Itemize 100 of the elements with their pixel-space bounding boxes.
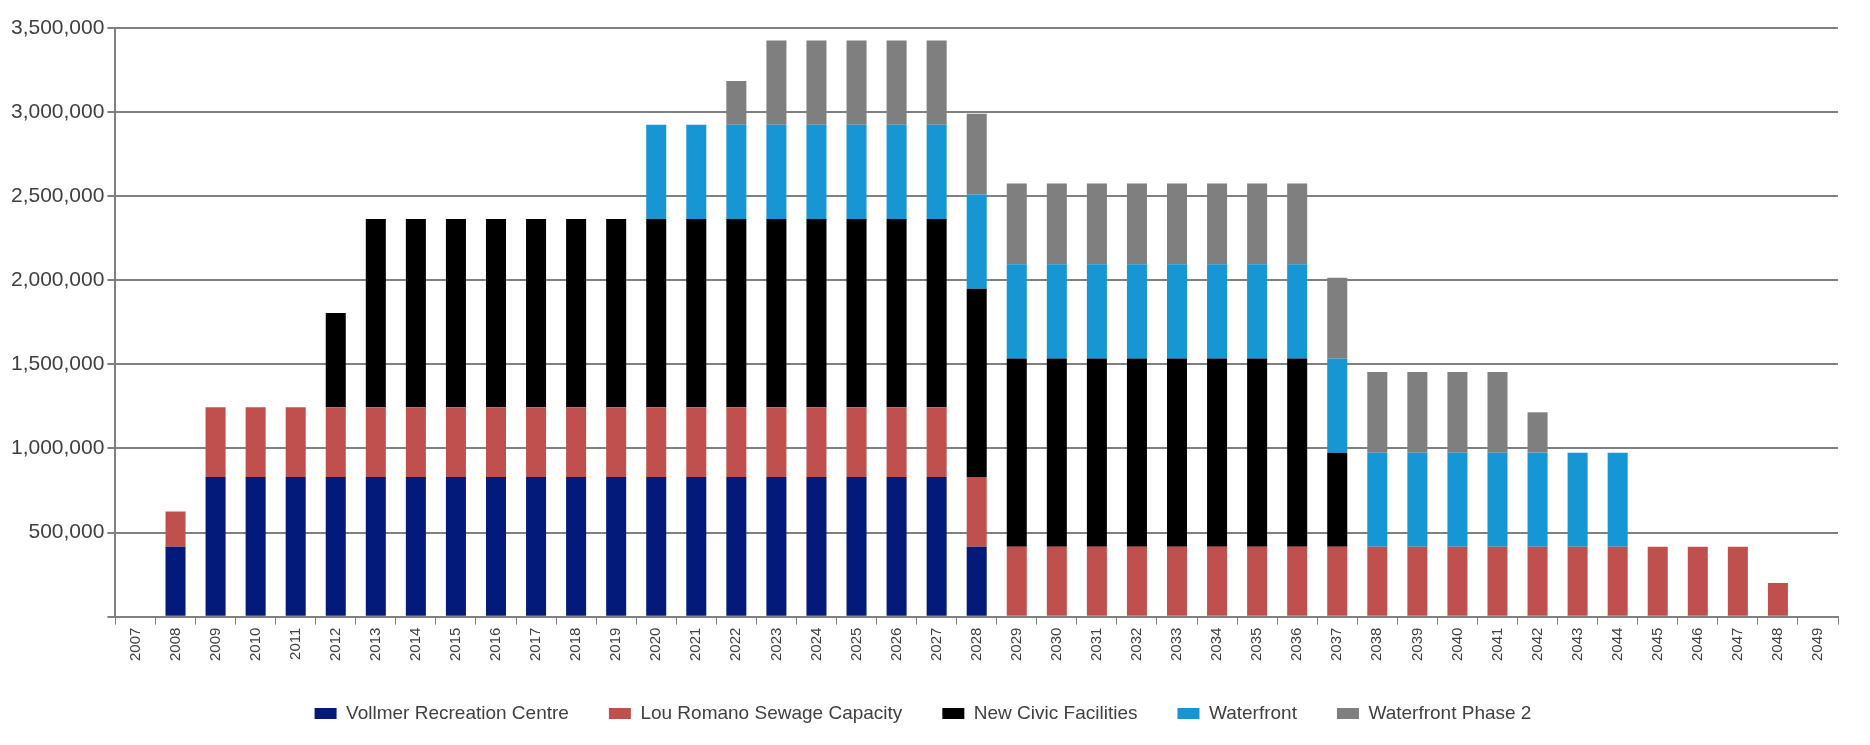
bar xyxy=(646,407,667,478)
x-tick-label: 2038 xyxy=(1367,627,1385,662)
bar xyxy=(1006,358,1027,547)
bar xyxy=(1207,546,1228,616)
bar xyxy=(165,511,186,547)
x-tick-label: 2020 xyxy=(646,627,664,662)
bar xyxy=(886,218,907,408)
bar xyxy=(766,407,787,478)
x-tick-label: 2009 xyxy=(205,627,223,662)
bar xyxy=(686,218,707,408)
bar xyxy=(1327,452,1348,547)
x-tick-label: 2036 xyxy=(1287,627,1305,662)
bar xyxy=(766,477,787,616)
x-tick-label: 2042 xyxy=(1527,627,1545,662)
x-tick-label: 2041 xyxy=(1487,627,1505,662)
bar xyxy=(445,407,466,478)
bar xyxy=(1567,452,1588,547)
bar xyxy=(726,477,747,616)
x-tick-label: 2017 xyxy=(526,627,544,662)
x-tick-label: 2010 xyxy=(245,627,263,662)
bar xyxy=(1086,264,1107,359)
bar xyxy=(966,194,987,289)
bar xyxy=(1327,546,1348,616)
bar xyxy=(966,477,987,547)
x-tick-label: 2037 xyxy=(1327,627,1345,662)
bar xyxy=(1247,264,1268,359)
bar xyxy=(1447,452,1468,547)
bar xyxy=(1046,358,1067,547)
bar xyxy=(1527,452,1548,547)
x-tick-label: 2025 xyxy=(846,627,864,662)
y-tick-label: 1,500,000 xyxy=(10,351,105,375)
x-tick-label: 2039 xyxy=(1407,627,1425,662)
bar xyxy=(1006,546,1027,616)
bar xyxy=(646,124,667,219)
x-tick-label: 2049 xyxy=(1808,627,1826,662)
bar xyxy=(926,407,947,478)
x-tick-label: 2013 xyxy=(365,627,383,662)
bar xyxy=(646,218,667,408)
bar xyxy=(1046,264,1067,359)
bar xyxy=(1407,546,1428,616)
bar xyxy=(325,477,346,616)
bar xyxy=(1607,452,1628,547)
x-tick-label: 2029 xyxy=(1006,627,1024,662)
bar xyxy=(1247,358,1268,547)
bar xyxy=(926,477,947,616)
bar xyxy=(485,477,507,616)
y-tick-label: 3,500,000 xyxy=(10,14,105,38)
bar xyxy=(806,124,827,219)
bar xyxy=(606,407,627,478)
bar xyxy=(1126,358,1147,547)
bar xyxy=(245,477,266,616)
bar xyxy=(1126,264,1147,359)
bar xyxy=(726,124,747,219)
x-tick-label: 2018 xyxy=(566,627,584,662)
bar xyxy=(165,546,186,616)
bar xyxy=(966,288,987,478)
x-tick-label: 2026 xyxy=(886,627,904,662)
bar xyxy=(1527,546,1548,616)
x-tick-label: 2031 xyxy=(1087,627,1105,662)
bar xyxy=(686,477,707,616)
x-tick-label: 2023 xyxy=(766,627,784,662)
x-tick-label: 2019 xyxy=(606,627,624,662)
bar xyxy=(566,477,587,616)
x-tick-label: 2012 xyxy=(325,627,343,662)
bar xyxy=(365,218,386,408)
bar xyxy=(886,124,907,219)
bar xyxy=(926,218,947,408)
bar xyxy=(806,477,827,616)
bar xyxy=(1647,546,1668,616)
bar xyxy=(205,477,226,616)
x-tick-label: 2047 xyxy=(1727,627,1745,662)
x-tick-label: 2015 xyxy=(446,627,464,662)
legend-label: Vollmer Recreation Centre xyxy=(346,701,569,723)
bar xyxy=(686,124,707,219)
y-tick-label: 2,500,000 xyxy=(10,182,105,206)
bar xyxy=(646,477,667,616)
bar xyxy=(526,477,547,616)
bar xyxy=(726,407,747,478)
x-tick-label: 2043 xyxy=(1567,627,1585,662)
x-tick-label: 2021 xyxy=(686,627,704,662)
bar xyxy=(485,218,507,408)
bar xyxy=(1046,546,1067,616)
y-tick-label: 500,000 xyxy=(28,519,105,543)
bar xyxy=(806,407,827,478)
bar xyxy=(846,407,867,478)
bar xyxy=(846,124,867,219)
bar xyxy=(886,407,907,478)
bar xyxy=(1086,358,1107,547)
x-tick-label: 2034 xyxy=(1207,627,1225,662)
bar xyxy=(1447,546,1468,616)
x-tick-label: 2045 xyxy=(1647,627,1665,662)
bar xyxy=(485,407,507,478)
bar xyxy=(365,407,386,478)
bar xyxy=(766,218,787,408)
bar xyxy=(405,407,426,478)
y-tick-label: 3,000,000 xyxy=(10,98,105,122)
bar xyxy=(445,477,466,616)
bar xyxy=(1727,546,1748,616)
legend-label: Waterfront Phase 2 xyxy=(1368,701,1532,723)
y-tick-label: 1,000,000 xyxy=(10,435,105,459)
